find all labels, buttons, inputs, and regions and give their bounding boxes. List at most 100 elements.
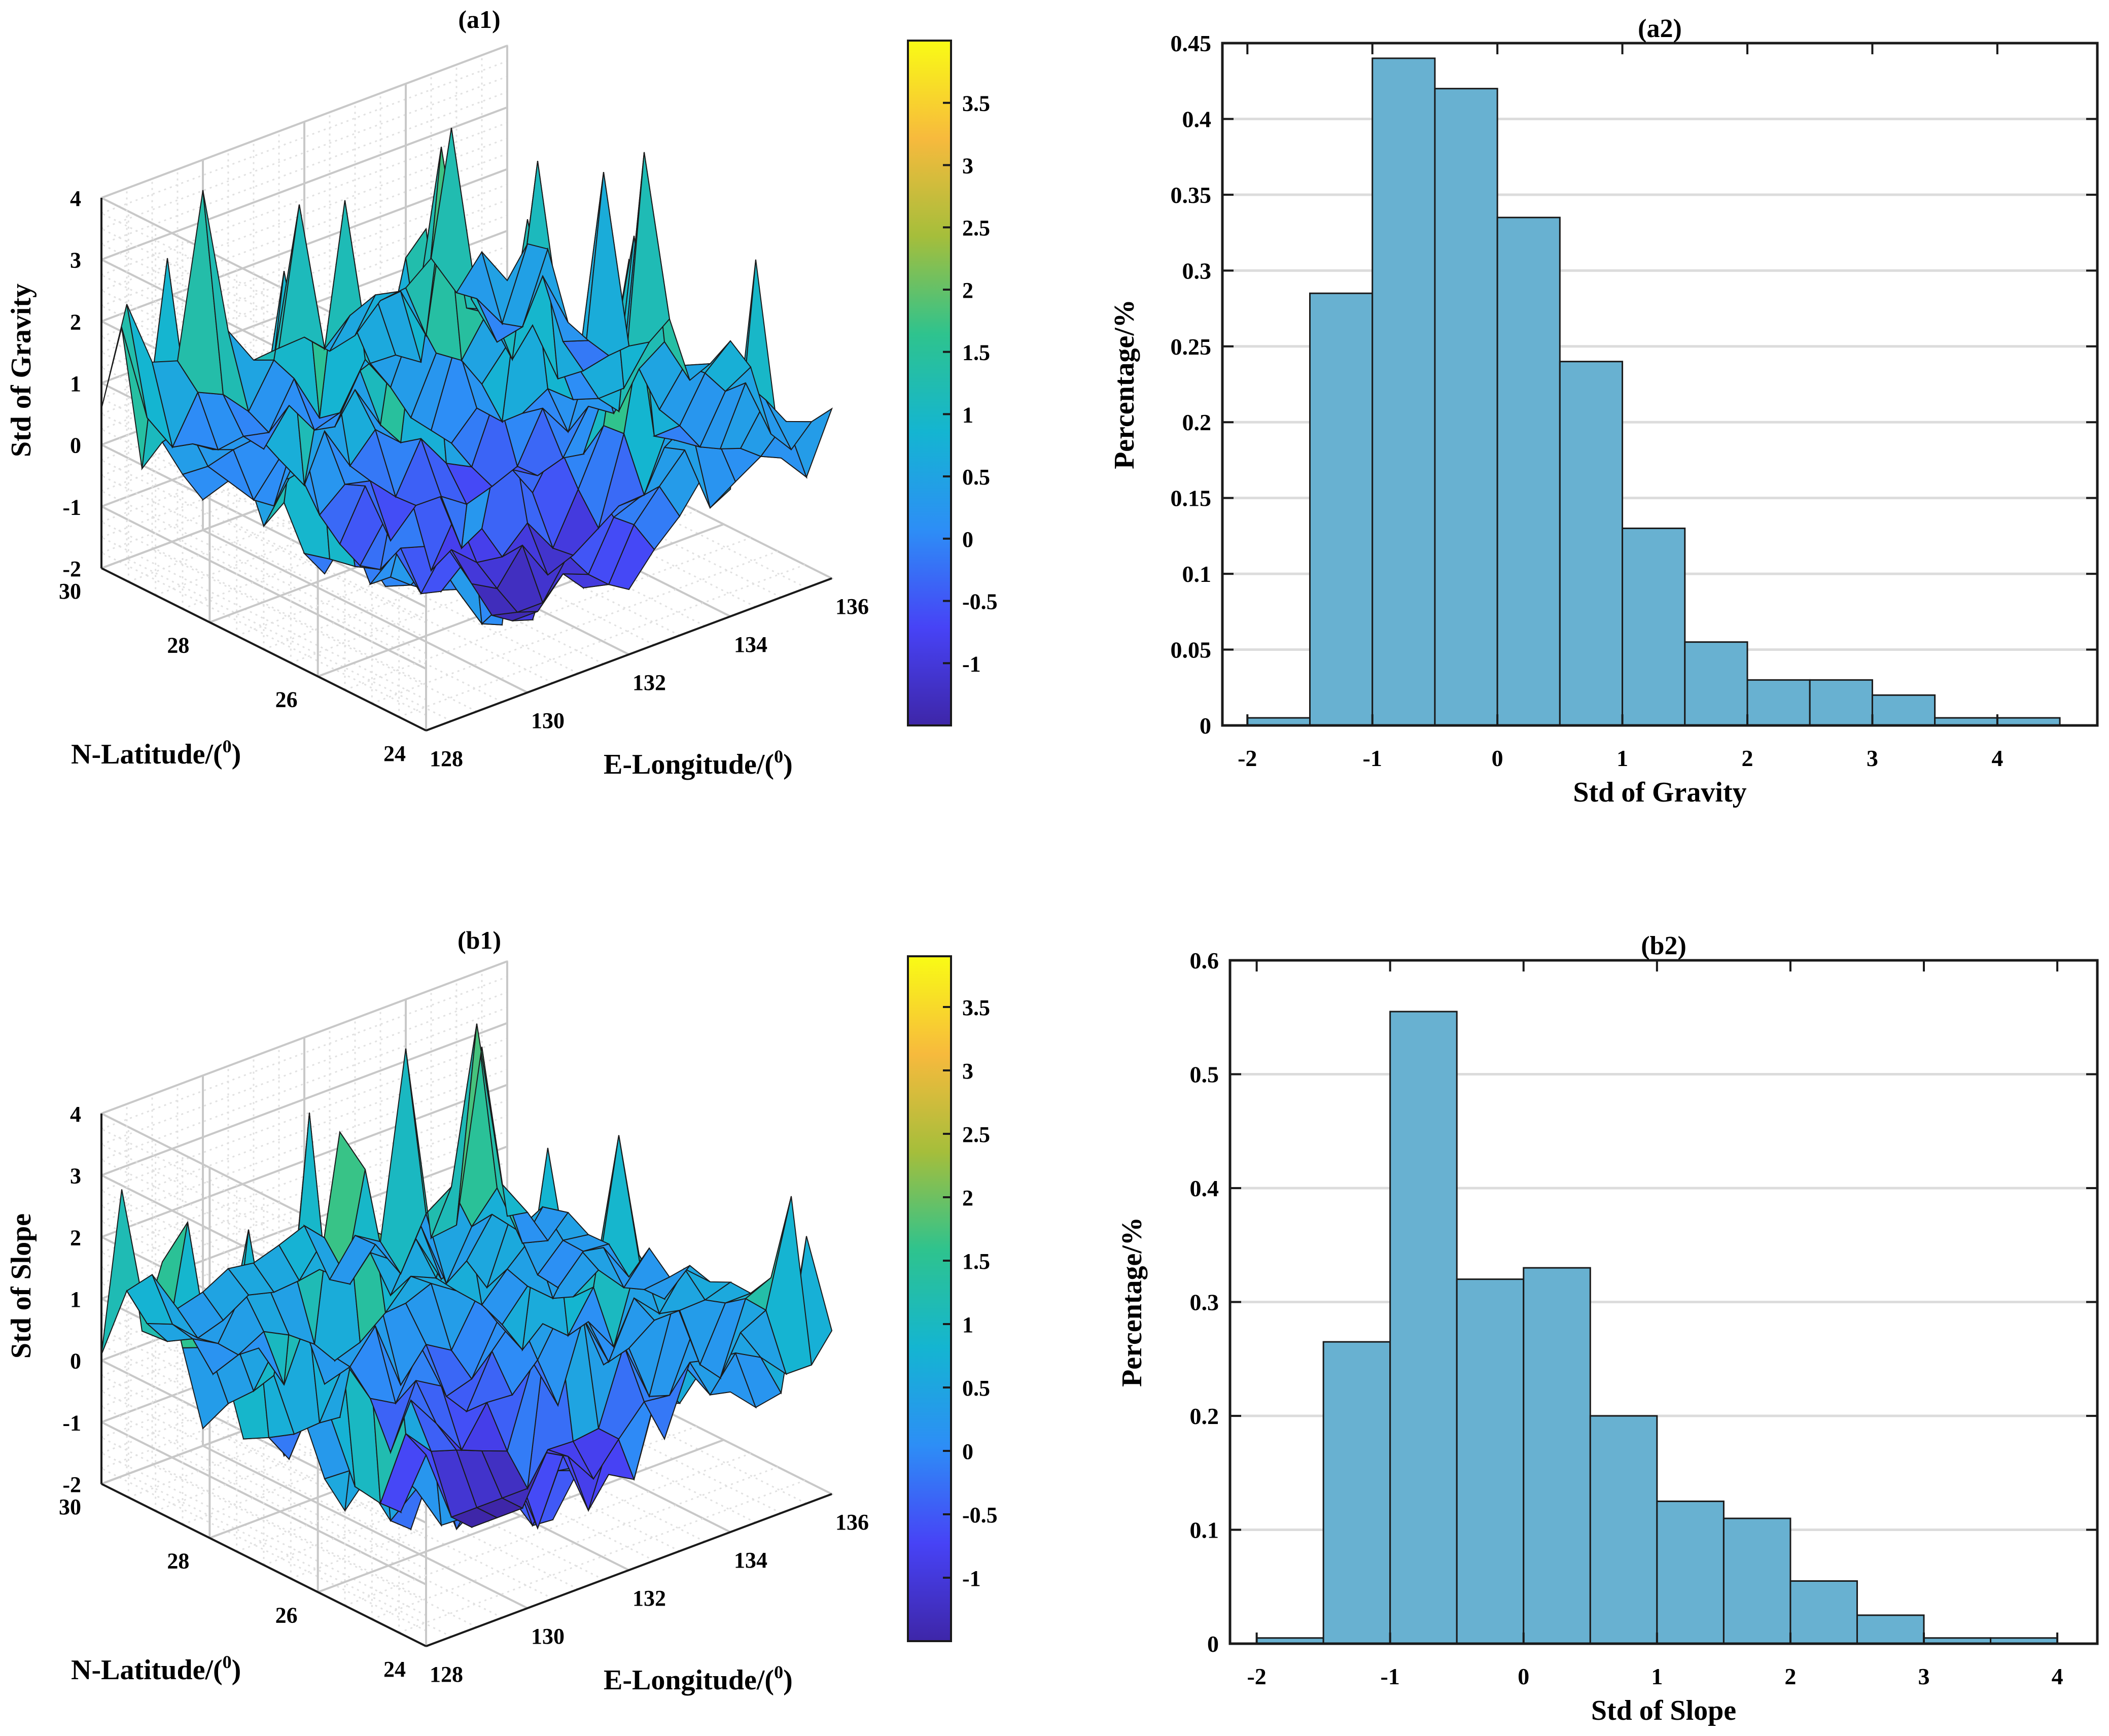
colorbar-gradient [907,40,952,726]
chart-title: (a2) [1638,14,1682,43]
gridline [202,529,528,693]
histogram-bar [1456,1278,1525,1645]
colorbar-tick-label: 2.5 [962,1122,990,1147]
x-tick-label: 134 [734,1548,767,1573]
y-tick-label: 0 [1200,713,1211,739]
colorbar-tick-label: 1 [962,402,973,427]
y-tick-label: 26 [275,1603,298,1627]
y-tick-label: 0.3 [1190,1290,1219,1315]
colorbar-tick-label: 1.5 [962,340,990,365]
histogram-bar [1656,1500,1725,1645]
x-tick-label: 136 [835,1510,869,1535]
colorbar-b1: -1 -0.5 0 0.5 1 1.5 2 2.5 3 3.5 [907,955,998,1642]
z-tick-label: 2 [70,309,81,334]
x-tick-label: 128 [430,1662,463,1687]
colorbar-tick-label: -0.5 [962,1503,998,1527]
axes-box [1221,42,2099,727]
z-tick-label: 3 [70,248,81,273]
colorbar-gradient [907,955,952,1642]
z-axis-label: Std of Slope [6,1213,37,1359]
surface-patch [582,171,630,372]
y-tick-label: 0.3 [1182,258,1212,284]
colorbar-tick-label: 0.5 [962,465,990,490]
y-tick-label: 28 [167,633,189,658]
z-tick-label: 4 [70,1102,81,1127]
x-tick-label: -2 [1247,1663,1266,1689]
z-tick-label: -1 [62,1410,81,1435]
x-axis-label: E-Longitude/(0) [604,1662,793,1696]
colorbar-tick-label: 3.5 [962,91,990,116]
histogram-bar [1372,57,1436,726]
x-axis-label: Std of Gravity [1573,777,1746,808]
x-tick-label: -2 [1238,745,1257,771]
colorbar-tick-label: 2 [962,1186,973,1210]
x-tick-label: 130 [531,1624,565,1649]
histogram-bar [1789,1580,1858,1645]
z-tick-label: 1 [70,371,81,396]
histogram-bar [1309,292,1374,726]
histogram-bar [1809,679,1873,726]
colorbar-tick-label: 2.5 [962,216,990,240]
z-tick-label: 4 [70,186,81,211]
gridline [317,1439,724,1593]
colorbar-tick-label: 0.5 [962,1376,990,1401]
colorbar-tick-label: 1.5 [962,1249,990,1274]
surface-patch [481,244,528,326]
x-tick-label: -1 [1363,745,1382,771]
histogram-bar [1389,1011,1458,1645]
z-tick-label: 1 [70,1287,81,1312]
histogram-bar [1496,217,1561,726]
y-tick-label: 28 [167,1549,189,1574]
colorbar-tick-label: 3.5 [962,995,990,1020]
z-tick-label: -2 [62,1472,81,1497]
y-tick-label: 30 [59,1495,81,1519]
histogram-bar [1723,1517,1791,1645]
colorbar-tick-label: 1 [962,1312,973,1337]
x-tick-label: 4 [2052,1663,2063,1689]
y-tick-label: 0.15 [1171,485,1212,511]
y-tick-label: 24 [383,741,406,766]
colorbar-tick-label: 3 [962,1059,973,1084]
x-tick-label: 134 [734,632,767,657]
histogram-bar [1856,1614,1925,1645]
y-axis-label: Percentage/% [1116,1217,1148,1387]
histogram-a2: -2 -1 0 1 2 3 4 0 0.05 0.1 0.15 0.2 0.25 0.3 0.35 0.4 0.… [1109,14,2099,808]
x-tick-label: 3 [1918,1663,1930,1689]
x-axis-label: E-Longitude/(0) [604,746,793,780]
y-tick-label: 0.4 [1182,106,1212,132]
axis-line [426,577,832,732]
z-tick-label: -1 [62,495,81,519]
y-tick-label: 26 [275,687,298,712]
y-tick-label: 0.05 [1171,637,1212,663]
surface-patch [481,1047,529,1217]
colorbar-tick-label: -1 [962,1566,981,1591]
y-tick-label: 0.2 [1182,409,1212,435]
gridline [202,1445,528,1609]
colorbar-tick-label: 2 [962,278,973,303]
colorbar-a1: -1 -0.5 0 0.5 1 1.5 2 2.5 3 3.5 [907,40,998,726]
surface-plot-a1: 128 130 132 134 136 24 26 28 30-2 -1 0 1 2 3 4 (a1) N-La… [6,5,869,780]
x-tick-label: 132 [632,670,666,695]
histogram-bar [1523,1267,1591,1645]
x-tick-label: 4 [1991,745,2003,771]
histogram-b2: -2 -1 0 1 2 3 4 0 0.1 0.2 0.3 0.4 0.5 0.6 (b2) Std of S… [1116,931,2099,1726]
x-tick-label: -1 [1381,1663,1400,1689]
colorbar-tick-label: -0.5 [962,589,998,614]
x-tick-label: 0 [1518,1663,1529,1689]
y-tick-label: 0.35 [1171,182,1212,208]
x-tick-label: 2 [1784,1663,1796,1689]
z-tick-label: 0 [70,1349,81,1374]
y-tick-label: 0.45 [1171,30,1212,56]
y-tick-label: 0.1 [1182,561,1212,587]
chart-title: (b2) [1641,931,1686,960]
y-tick-label: 0.2 [1190,1403,1219,1429]
y-tick-label: 0 [1207,1631,1219,1657]
x-tick-label: 132 [632,1586,666,1611]
histogram-bar [1559,361,1624,726]
z-tick-label: 0 [70,433,81,458]
y-tick-label: 0.1 [1190,1517,1219,1543]
histogram-bar [1434,88,1498,726]
z-tick-label: 2 [70,1225,81,1250]
colorbar-tick-label: 3 [962,153,973,178]
